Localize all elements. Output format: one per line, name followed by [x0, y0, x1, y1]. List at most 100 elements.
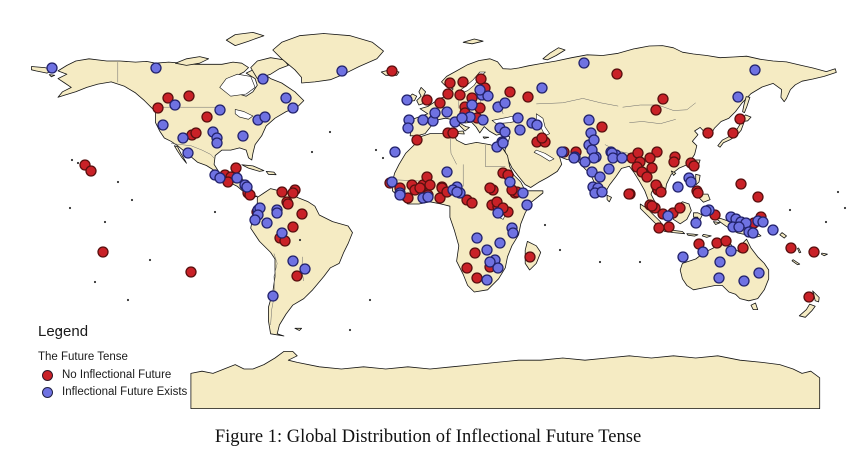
- data-point-no-inflectional-future: [475, 73, 487, 85]
- data-point-inflectional-future-exists: [287, 255, 299, 267]
- data-point-no-inflectional-future: [434, 97, 446, 109]
- data-point-no-inflectional-future: [466, 197, 478, 209]
- data-point-inflectional-future-exists: [474, 84, 486, 96]
- landmass: [175, 56, 209, 66]
- small-island: [348, 328, 352, 332]
- data-point-no-inflectional-future: [296, 208, 308, 220]
- data-point-no-inflectional-future: [522, 91, 534, 103]
- landmass: [294, 327, 302, 331]
- data-point-inflectional-future-exists: [662, 210, 674, 222]
- data-point-inflectional-future-exists: [267, 290, 279, 302]
- data-point-no-inflectional-future: [720, 235, 732, 247]
- world-map: Legend The Future Tense No Inflectional …: [31, 32, 847, 409]
- data-point-no-inflectional-future: [632, 147, 644, 159]
- data-point-inflectional-future-exists: [753, 267, 765, 279]
- data-point-no-inflectional-future: [727, 127, 739, 139]
- landmass: [742, 96, 751, 114]
- data-point-inflectional-future-exists: [713, 272, 725, 284]
- data-point-inflectional-future-exists: [499, 97, 511, 109]
- data-point-inflectional-future-exists: [588, 134, 600, 146]
- landmass: [606, 194, 612, 203]
- landmass: [821, 252, 828, 257]
- data-point-no-inflectional-future: [623, 188, 635, 200]
- data-point-no-inflectional-future: [692, 187, 704, 199]
- data-point-inflectional-future-exists: [767, 224, 779, 236]
- landmass: [57, 58, 305, 198]
- data-point-inflectional-future-exists: [481, 274, 493, 286]
- data-point-inflectional-future-exists: [578, 57, 590, 69]
- data-point-inflectional-future-exists: [514, 124, 526, 136]
- data-point-inflectional-future-exists: [497, 137, 509, 149]
- data-point-inflectional-future-exists: [672, 181, 684, 193]
- data-point-no-inflectional-future: [674, 202, 686, 214]
- data-point-inflectional-future-exists: [214, 104, 226, 116]
- data-point-inflectional-future-exists: [259, 111, 271, 123]
- data-point-inflectional-future-exists: [596, 186, 608, 198]
- small-island: [103, 220, 107, 224]
- data-point-no-inflectional-future: [469, 247, 481, 259]
- small-island: [381, 156, 385, 160]
- country-border: [629, 119, 676, 124]
- country-border: [449, 133, 457, 165]
- data-point-no-inflectional-future: [504, 86, 516, 98]
- data-point-inflectional-future-exists: [603, 163, 615, 175]
- data-point-no-inflectional-future: [737, 242, 749, 254]
- data-point-inflectional-future-exists: [494, 237, 506, 249]
- landmass: [250, 57, 289, 79]
- data-point-inflectional-future-exists: [394, 189, 406, 201]
- legend-item-inflectional_future_exists: Inflectional Future Exists: [38, 386, 187, 398]
- small-island: [558, 248, 562, 252]
- small-island: [213, 210, 217, 214]
- water-body: [219, 73, 256, 97]
- data-point-inflectional-future-exists: [588, 152, 600, 164]
- data-point-inflectional-future-exists: [677, 251, 689, 263]
- landmass: [670, 170, 677, 176]
- data-point-inflectional-future-exists: [456, 112, 468, 124]
- data-point-inflectional-future-exists: [169, 99, 181, 111]
- data-point-no-inflectional-future: [447, 127, 459, 139]
- data-point-inflectional-future-exists: [276, 227, 288, 239]
- data-point-inflectional-future-exists: [271, 207, 283, 219]
- small-island: [328, 130, 332, 134]
- data-point-no-inflectional-future: [414, 182, 426, 194]
- landmass: [713, 221, 721, 225]
- small-island: [58, 328, 62, 332]
- data-point-inflectional-future-exists: [583, 114, 595, 126]
- data-point-inflectional-future-exists: [568, 152, 580, 164]
- data-point-inflectional-future-exists: [507, 227, 519, 239]
- data-point-inflectional-future-exists: [46, 62, 58, 74]
- data-point-no-inflectional-future: [646, 200, 658, 212]
- data-point-no-inflectional-future: [644, 152, 656, 164]
- data-point-inflectional-future-exists: [749, 64, 761, 76]
- landmass: [190, 351, 821, 409]
- data-point-no-inflectional-future: [653, 222, 665, 234]
- data-point-no-inflectional-future: [230, 162, 242, 174]
- landmass: [701, 234, 712, 238]
- data-point-inflectional-future-exists: [521, 199, 533, 211]
- small-island: [368, 298, 372, 302]
- small-island: [126, 298, 130, 302]
- data-point-inflectional-future-exists: [402, 122, 414, 134]
- data-point-no-inflectional-future: [536, 132, 548, 144]
- data-point-no-inflectional-future: [655, 186, 667, 198]
- data-point-inflectional-future-exists: [685, 176, 697, 188]
- data-point-inflectional-future-exists: [492, 262, 504, 274]
- world-map-svg: [31, 32, 847, 409]
- data-point-no-inflectional-future: [650, 104, 662, 116]
- data-point-no-inflectional-future: [702, 127, 714, 139]
- data-point-no-inflectional-future: [711, 237, 723, 249]
- data-point-no-inflectional-future: [734, 113, 746, 125]
- small-island: [843, 206, 847, 210]
- data-point-inflectional-future-exists: [517, 187, 529, 199]
- data-point-inflectional-future-exists: [157, 119, 169, 131]
- legend-subtitle: The Future Tense: [38, 351, 128, 363]
- data-point-inflectional-future-exists: [732, 91, 744, 103]
- data-point-inflectional-future-exists: [241, 181, 253, 193]
- data-point-inflectional-future-exists: [417, 114, 429, 126]
- small-island: [824, 220, 828, 224]
- legend-items: No Inflectional Future Inflectional Futur…: [38, 369, 187, 398]
- data-point-no-inflectional-future: [657, 93, 669, 105]
- small-island: [788, 208, 792, 212]
- data-point-no-inflectional-future: [454, 89, 466, 101]
- data-point-inflectional-future-exists: [738, 275, 750, 287]
